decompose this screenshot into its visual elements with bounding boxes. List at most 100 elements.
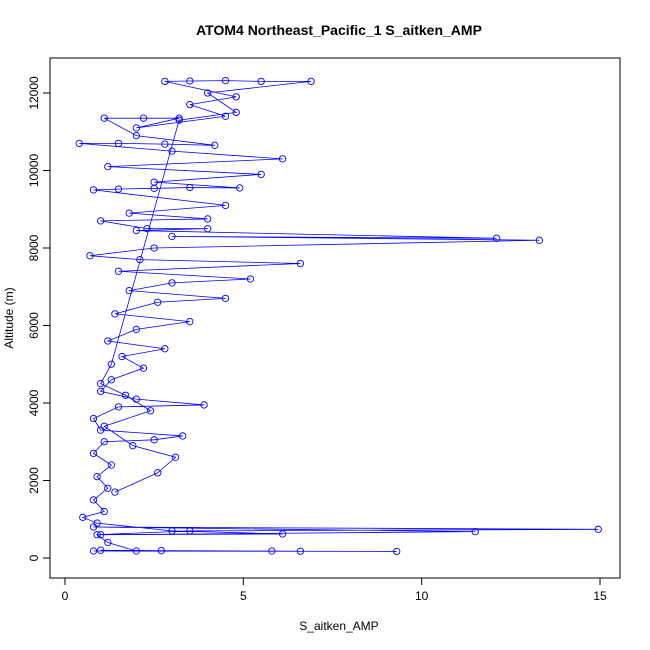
data-point	[236, 184, 244, 192]
data-point	[221, 112, 230, 120]
data-point	[535, 236, 544, 244]
x-tick-label: 15	[593, 589, 607, 603]
data-point	[186, 77, 194, 85]
data-point	[296, 547, 305, 555]
data-point	[100, 422, 108, 430]
data-point	[161, 345, 169, 353]
data-point	[168, 147, 176, 155]
data-point	[393, 547, 401, 556]
data-point	[221, 201, 230, 210]
data-point	[150, 244, 158, 252]
data-point	[268, 547, 276, 555]
data-point	[89, 496, 98, 504]
data-point	[97, 531, 105, 539]
data-point	[100, 507, 108, 516]
data-point	[278, 530, 287, 538]
data-point	[132, 131, 140, 140]
y-axis-label: Altitude (m)	[2, 287, 16, 348]
x-tick-label: 0	[62, 589, 69, 603]
x-tick-label: 5	[240, 589, 247, 603]
data-point	[492, 234, 501, 242]
data-point	[107, 461, 116, 469]
data-point	[168, 279, 176, 287]
data-point	[307, 77, 315, 86]
chart-title: ATOM4 Northeast_Pacific_1 S_aitken_AMP	[196, 22, 482, 38]
data-point	[204, 224, 212, 233]
data-point	[594, 525, 602, 533]
data-point	[186, 183, 194, 192]
data-point	[200, 401, 208, 409]
data-point	[175, 114, 183, 122]
data-point	[139, 114, 148, 122]
data-point	[139, 364, 148, 372]
data-point	[132, 395, 140, 403]
data-point	[104, 337, 112, 345]
plot-frame	[49, 57, 621, 579]
data-point	[204, 215, 212, 223]
data-point	[100, 438, 108, 446]
data-point	[146, 407, 155, 415]
data-point	[257, 77, 265, 86]
data-point	[179, 432, 187, 440]
data-point	[114, 403, 123, 411]
data-point	[232, 93, 240, 101]
data-point	[132, 547, 140, 555]
data-point	[150, 436, 158, 444]
x-tick-label: 10	[415, 589, 429, 603]
data-point	[471, 528, 479, 536]
data-point	[89, 547, 98, 555]
data-point	[97, 379, 105, 388]
data-point	[168, 232, 176, 241]
data-point	[125, 286, 133, 295]
data-point	[100, 114, 108, 122]
data-point	[104, 538, 112, 547]
data-point	[246, 275, 255, 283]
data-point	[107, 360, 116, 368]
data-point	[118, 352, 126, 361]
y-tick-label: 10000	[27, 153, 41, 187]
data-point	[114, 185, 123, 193]
data-point	[161, 140, 169, 148]
data-point	[221, 294, 230, 303]
data-point	[93, 531, 101, 539]
data-point	[93, 472, 101, 481]
data-point	[232, 108, 240, 117]
x-axis-label: S_aitken_AMP	[299, 619, 378, 633]
data-point	[89, 449, 98, 458]
data-point	[89, 186, 98, 194]
data-point	[154, 298, 162, 306]
data-point	[171, 453, 180, 461]
data-point	[136, 255, 144, 264]
data-point	[143, 224, 151, 233]
data-point	[278, 155, 287, 163]
data-point	[86, 252, 94, 260]
data-point	[114, 139, 123, 148]
profile-line	[79, 80, 599, 552]
data-point	[150, 178, 158, 186]
data-point	[111, 310, 119, 318]
data-point	[132, 124, 140, 132]
data-point	[186, 100, 194, 109]
data-point	[104, 484, 112, 492]
data-point	[175, 116, 183, 124]
data-point	[204, 89, 212, 97]
data-point	[132, 226, 140, 235]
y-tick-label: 4000	[27, 389, 41, 416]
data-point	[107, 376, 116, 384]
y-tick-label: 12000	[27, 76, 41, 110]
y-tick-label: 6000	[27, 312, 41, 339]
data-point	[296, 259, 305, 268]
data-point	[121, 391, 130, 399]
data-point	[79, 513, 87, 521]
y-tick-label: 8000	[27, 234, 41, 261]
data-point	[186, 527, 194, 535]
data-point	[125, 209, 133, 217]
data-point	[93, 519, 101, 527]
data-point	[89, 414, 98, 423]
data-point	[157, 546, 165, 555]
y-tick-label: 2000	[27, 467, 41, 494]
data-point	[75, 139, 83, 148]
data-point	[97, 546, 105, 554]
data-point	[111, 488, 119, 496]
